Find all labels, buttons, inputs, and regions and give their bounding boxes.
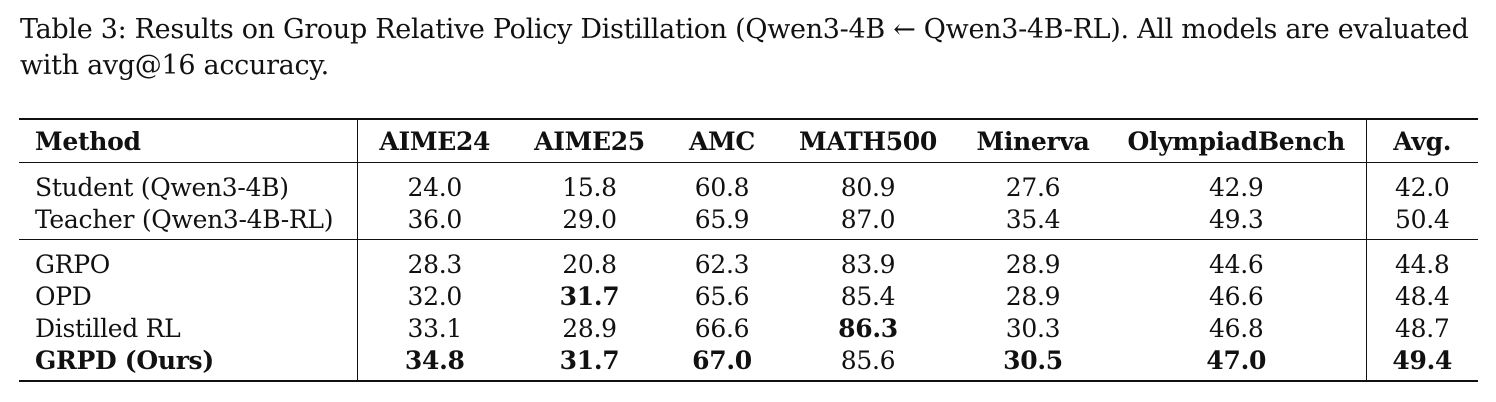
aime25-cell: 31.7 xyxy=(559,281,620,311)
olympiadbench-cell: 46.8 xyxy=(1209,313,1264,343)
avg-cell: 48.4 xyxy=(1365,280,1478,312)
method-cell: Distilled RL xyxy=(35,313,181,343)
olympiadbench-cell: 49.3 xyxy=(1209,204,1264,234)
olympiadbench-cell: 46.6 xyxy=(1209,281,1264,311)
avg-cell: 50.4 xyxy=(1365,203,1478,240)
avg-cell: 48.7 xyxy=(1365,312,1478,344)
minerva-cell: 30.3 xyxy=(1005,313,1061,343)
header-aime25: AIME25 xyxy=(534,126,645,156)
math500-cell: 86.3 xyxy=(838,313,898,343)
table-row: GRPO 28.3 20.8 62.3 83.9 28.9 44.6 44.8 xyxy=(19,240,1478,280)
bottom-rule xyxy=(19,380,1478,382)
header-avg: Avg. xyxy=(1365,120,1478,163)
math500-cell: 85.6 xyxy=(840,345,896,375)
aime24-cell: 36.0 xyxy=(356,203,512,240)
olympiadbench-cell: 47.0 xyxy=(1206,345,1267,375)
amc-cell: 60.8 xyxy=(694,172,750,202)
header-math500: MATH500 xyxy=(798,126,937,156)
amc-cell: 66.6 xyxy=(694,313,750,343)
math500-cell: 87.0 xyxy=(840,204,896,234)
aime24-cell: 32.0 xyxy=(356,280,512,312)
aime25-cell: 28.9 xyxy=(562,313,617,343)
math500-cell: 85.4 xyxy=(840,281,896,311)
top-rule xyxy=(19,118,1478,120)
amc-cell: 67.0 xyxy=(692,345,752,375)
amc-cell: 65.9 xyxy=(694,204,750,234)
aime24-cell: 33.1 xyxy=(356,312,512,344)
header-amc: AMC xyxy=(688,126,756,156)
header-olympiadbench: OlympiadBench xyxy=(1127,126,1346,156)
header-method: Method xyxy=(35,126,141,156)
olympiadbench-cell: 44.6 xyxy=(1209,249,1264,279)
minerva-cell: 30.5 xyxy=(1003,345,1063,375)
header-minerva: Minerva xyxy=(976,126,1090,156)
header-aime24: AIME24 xyxy=(356,120,512,163)
aime25-cell: 31.7 xyxy=(559,345,620,375)
method-cell: Student (Qwen3-4B) xyxy=(35,172,289,202)
avg-cell: 42.0 xyxy=(1365,163,1478,203)
aime25-cell: 20.8 xyxy=(562,249,617,279)
minerva-cell: 28.9 xyxy=(1005,281,1061,311)
method-cell: OPD xyxy=(35,281,92,311)
table-row: OPD 32.0 31.7 65.6 85.4 28.9 46.6 48.4 xyxy=(19,280,1478,312)
results-table: Method AIME24 AIME25 AMC MATH500 Minerva… xyxy=(19,118,1478,382)
group-separator-rule xyxy=(19,239,1478,240)
math500-cell: 83.9 xyxy=(840,249,896,279)
amc-cell: 65.6 xyxy=(694,281,750,311)
table-row: Student (Qwen3-4B) 24.0 15.8 60.8 80.9 27.6 42… xyxy=(19,163,1478,203)
table-caption: Table 3: Results on Group Relative Polic… xyxy=(20,14,1469,81)
avg-cell: 49.4 xyxy=(1365,344,1478,380)
minerva-cell: 27.6 xyxy=(1005,172,1061,202)
minerva-cell: 35.4 xyxy=(1005,204,1061,234)
aime25-cell: 29.0 xyxy=(562,204,617,234)
olympiadbench-cell: 42.9 xyxy=(1209,172,1264,202)
method-cell: GRPD (Ours) xyxy=(35,345,214,375)
group-separator-rule xyxy=(19,162,1478,163)
aime25-cell: 15.8 xyxy=(562,172,617,202)
header-row: Method AIME24 AIME25 AMC MATH500 Minerva… xyxy=(19,120,1478,163)
method-cell: Teacher (Qwen3-4B-RL) xyxy=(35,204,334,234)
aime24-cell: 24.0 xyxy=(356,163,512,203)
math500-cell: 80.9 xyxy=(840,172,896,202)
avg-cell: 44.8 xyxy=(1365,240,1478,280)
aime24-cell: 34.8 xyxy=(356,344,512,380)
table-row: GRPD (Ours) 34.8 31.7 67.0 85.6 30.5 47.0 49.4 xyxy=(19,344,1478,380)
aime24-cell: 28.3 xyxy=(356,240,512,280)
amc-cell: 62.3 xyxy=(694,249,750,279)
table-row: Teacher (Qwen3-4B-RL) 36.0 29.0 65.9 87.0 35.… xyxy=(19,203,1478,240)
table-row: Distilled RL 33.1 28.9 66.6 86.3 30.3 46.8 48.7 xyxy=(19,312,1478,344)
method-cell: GRPO xyxy=(35,249,110,279)
minerva-cell: 28.9 xyxy=(1005,249,1061,279)
